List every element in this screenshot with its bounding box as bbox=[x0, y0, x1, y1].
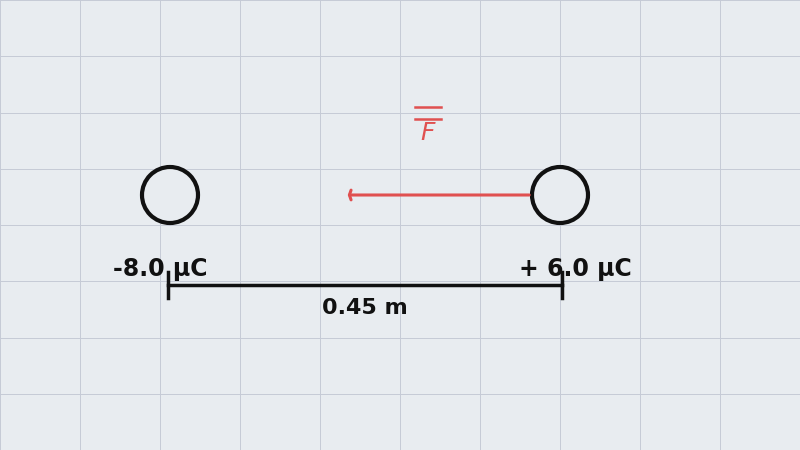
Circle shape bbox=[532, 167, 588, 223]
Text: -8.0 μC: -8.0 μC bbox=[113, 257, 207, 281]
Text: F: F bbox=[421, 121, 435, 145]
Circle shape bbox=[142, 167, 198, 223]
Text: + 6.0 μC: + 6.0 μC bbox=[518, 257, 631, 281]
Text: 0.45 m: 0.45 m bbox=[322, 298, 408, 318]
